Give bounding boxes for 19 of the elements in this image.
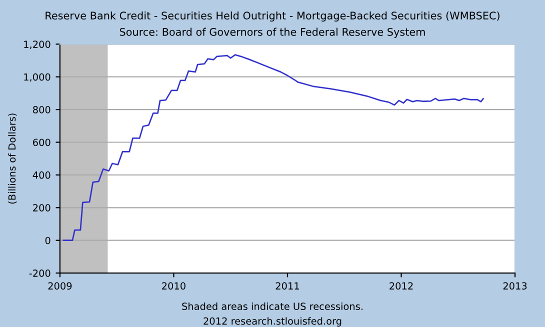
y-tick-label: 1,000 bbox=[24, 73, 50, 82]
line-series bbox=[62, 54, 484, 242]
y-tick-label: 1,200 bbox=[24, 40, 50, 49]
y-axis-title: (Billions of Dollars) bbox=[8, 114, 17, 204]
y-tick-label: -200 bbox=[29, 270, 50, 277]
x-tick-label: 2009 bbox=[48, 282, 72, 290]
chart-subtitle: Source: Board of Governors of the Federal Reserve System bbox=[120, 28, 425, 38]
y-tick-label: 600 bbox=[33, 138, 50, 146]
y-tick-label: 400 bbox=[32, 171, 50, 179]
y-tick-label: 0 bbox=[45, 236, 50, 244]
x-tick-label: 2011 bbox=[276, 282, 299, 290]
chart-title: Reserve Bank Credit - Securities Held Outright - Mortgage-Backed Securities (WMBSEC) bbox=[46, 11, 500, 22]
text: 2012 research.stlouisfed.org bbox=[204, 317, 342, 327]
y-tick-label: 800 bbox=[33, 106, 50, 114]
text: Shaded areas indicate US recessions. bbox=[182, 302, 362, 310]
x-tick-label: 2013 bbox=[503, 282, 527, 290]
x-tick-label: 2012 bbox=[390, 282, 413, 290]
y-tick-label: 200 bbox=[33, 204, 50, 212]
x-tick-label: 2010 bbox=[162, 282, 186, 290]
